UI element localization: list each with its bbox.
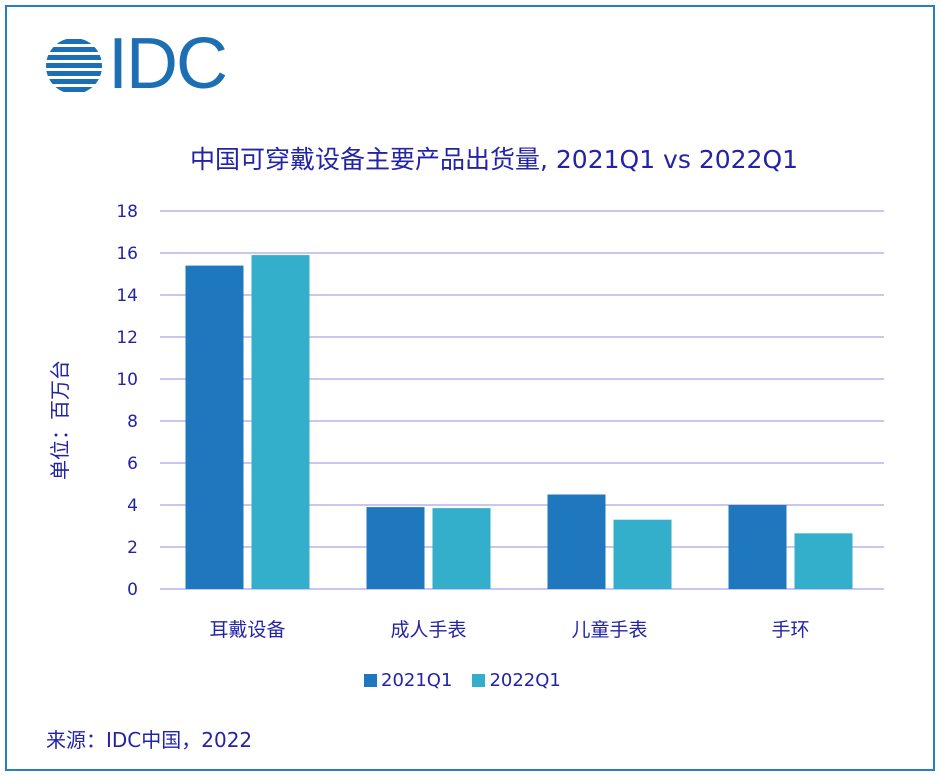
y-tick-label: 4: [127, 496, 138, 516]
idc-logo-text: IDC: [108, 24, 228, 104]
x-category-label: 耳戴设备: [209, 619, 285, 641]
legend-item-2022q1: 2022Q1: [472, 670, 561, 691]
y-tick-label: 16: [116, 244, 138, 264]
bar-2022q1-0: [251, 255, 310, 589]
bar-2021q1-2: [547, 494, 606, 589]
y-tick-label: 2: [127, 538, 138, 558]
legend-swatch-2021q1: [364, 674, 377, 687]
y-tick-label: 18: [116, 202, 138, 222]
y-tick-label: 8: [127, 412, 138, 432]
chart-title: 中国可穿戴设备主要产品出货量, 2021Q1 vs 2022Q1: [190, 145, 799, 174]
x-category-label: 成人手表: [390, 619, 466, 641]
y-tick-label: 12: [116, 328, 138, 348]
bar-2021q1-3: [728, 505, 787, 589]
source-note: 来源：IDC中国，2022: [46, 728, 253, 752]
x-category-label: 儿童手表: [571, 619, 647, 641]
legend-item-2021q1: 2021Q1: [364, 670, 452, 691]
legend-swatch-2022q1: [472, 674, 486, 687]
idc-globe-icon: [46, 39, 102, 92]
legend-label-2021q1: 2021Q1: [381, 670, 453, 691]
bar-2022q1-2: [613, 519, 672, 589]
bar-2022q1-3: [794, 533, 853, 589]
y-tick-label: 14: [116, 286, 138, 306]
y-tick-label: 10: [116, 370, 138, 390]
y-tick-label: 0: [127, 580, 138, 600]
bar-2021q1-0: [185, 265, 244, 589]
y-tick-label: 6: [127, 454, 138, 474]
bar-2021q1-1: [366, 507, 425, 589]
legend: 2021Q1 2022Q1: [364, 670, 561, 691]
chart-frame: [5, 5, 935, 771]
bar-2022q1-1: [432, 508, 491, 589]
x-category-label: 手环: [771, 619, 809, 641]
bar-chart: 0 2 4 6 8 10 12 14 16 18 耳戴设备 成人手表 儿童手表 手环: [116, 202, 884, 641]
idc-logo: IDC: [44, 24, 244, 104]
legend-label-2022q1: 2022Q1: [489, 670, 561, 691]
